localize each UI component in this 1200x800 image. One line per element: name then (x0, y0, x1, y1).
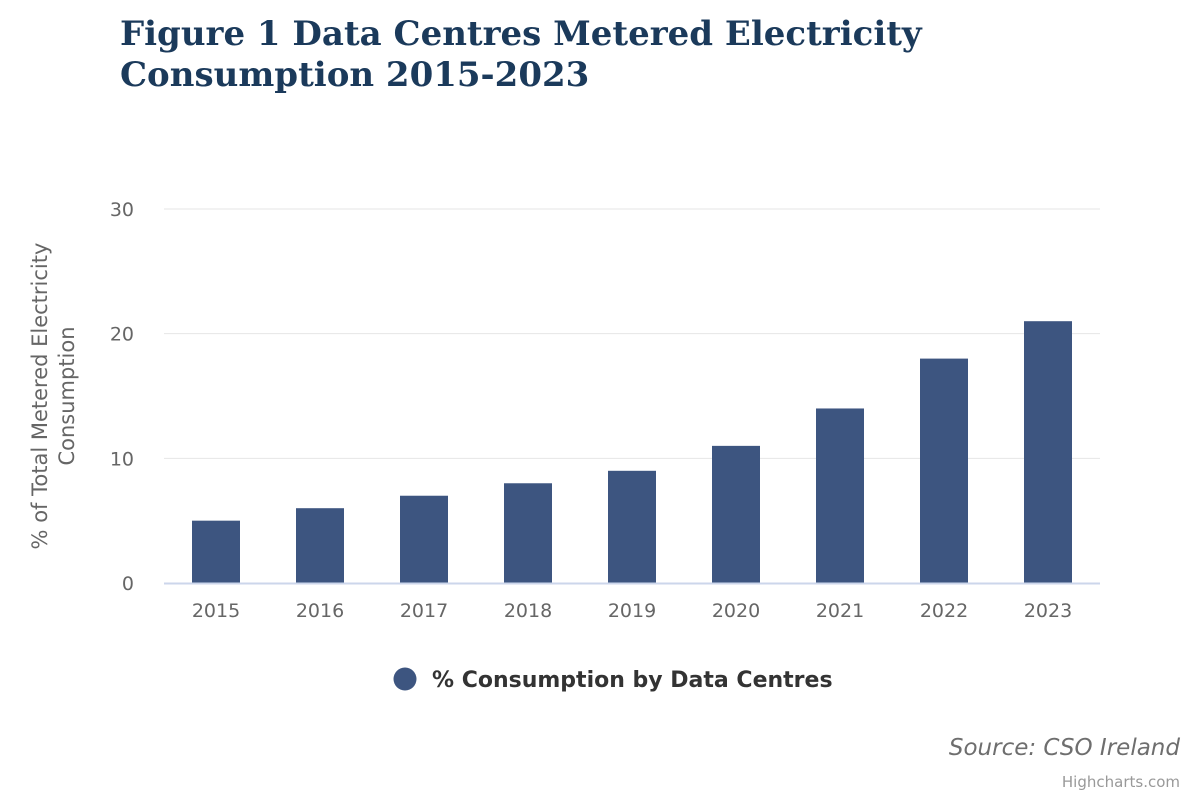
bar-2021[interactable] (816, 408, 864, 583)
source-credit: Source: CSO Ireland (948, 735, 1180, 761)
x-tick-label: 2017 (400, 600, 448, 622)
x-tick-label: 2018 (504, 600, 552, 622)
bar-2016[interactable] (296, 508, 344, 583)
y-tick-label: 20 (110, 324, 134, 346)
bar-2023[interactable] (1024, 321, 1072, 583)
x-tick-label: 2021 (816, 600, 864, 622)
chart-title: Figure 1 Data Centres Metered Electricit… (120, 14, 922, 95)
highcharts-credit-link[interactable]: Highcharts.com (1061, 773, 1180, 791)
x-tick-label: 2022 (920, 600, 968, 622)
y-tick-label: 10 (110, 448, 134, 470)
x-tick-label: 2023 (1024, 600, 1072, 622)
bar-2019[interactable] (608, 470, 656, 583)
legend-symbol[interactable] (393, 667, 417, 691)
x-tick-label: 2015 (192, 600, 240, 622)
x-tick-label: 2016 (296, 600, 344, 622)
y-tick-label: 30 (110, 199, 134, 221)
bar-2022[interactable] (920, 358, 968, 583)
bar-2020[interactable] (712, 445, 760, 583)
bar-2017[interactable] (400, 495, 448, 583)
y-axis-title: % of Total Metered Electricity Consumptio… (28, 243, 79, 550)
bar-2015[interactable] (192, 520, 240, 583)
x-tick-label: 2020 (712, 600, 760, 622)
y-tick-label: 0 (122, 573, 134, 595)
x-tick-label: 2019 (608, 600, 656, 622)
bar-2018[interactable] (504, 483, 552, 583)
legend-item[interactable]: % Consumption by Data Centres (432, 668, 833, 693)
